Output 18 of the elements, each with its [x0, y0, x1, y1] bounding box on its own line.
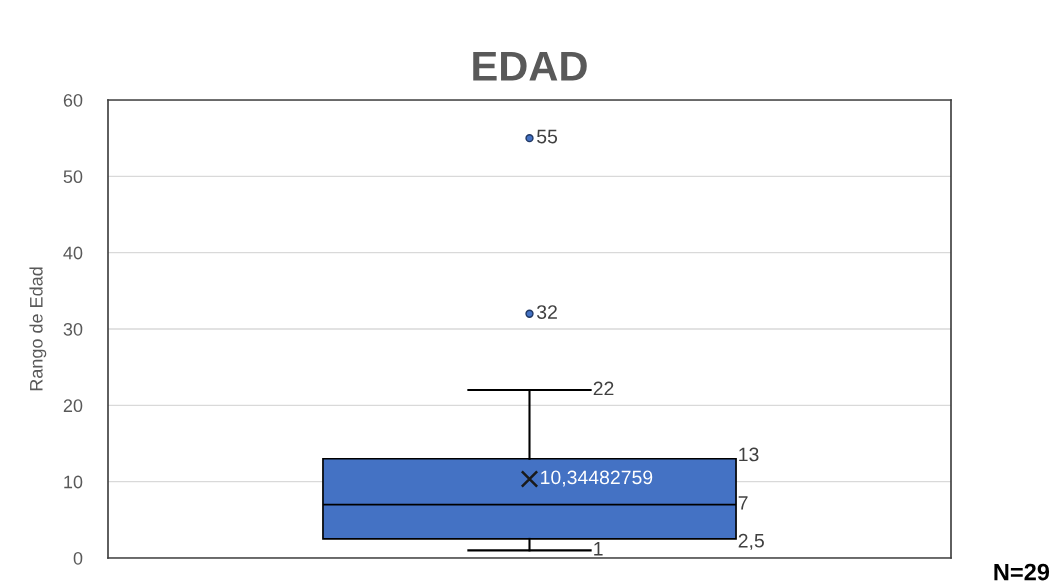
annotation: 1 — [594, 542, 603, 556]
annotation: 32 — [536, 305, 557, 319]
y-tick-label: 50 — [63, 170, 83, 184]
annotation: 10,34482759 — [541, 470, 653, 487]
annotation: 13 — [739, 447, 759, 462]
text: N=29 — [994, 563, 1050, 581]
y-tick-label: 10 — [64, 475, 83, 489]
y-tick-label: 20 — [63, 399, 83, 413]
y-tick-label: 60 — [63, 93, 83, 107]
annotation: 22 — [593, 381, 614, 396]
annotation: 55 — [537, 129, 558, 144]
annotation: 7 — [738, 496, 748, 510]
y-axis-title: Rango de Edad — [29, 267, 47, 391]
y-tick-label: 0 — [73, 551, 83, 565]
y-tick-label: 40 — [63, 246, 83, 260]
annotation: 2,5 — [738, 533, 764, 550]
y-tick-label: 30 — [63, 322, 83, 336]
chart-title: EDAD — [473, 51, 587, 81]
